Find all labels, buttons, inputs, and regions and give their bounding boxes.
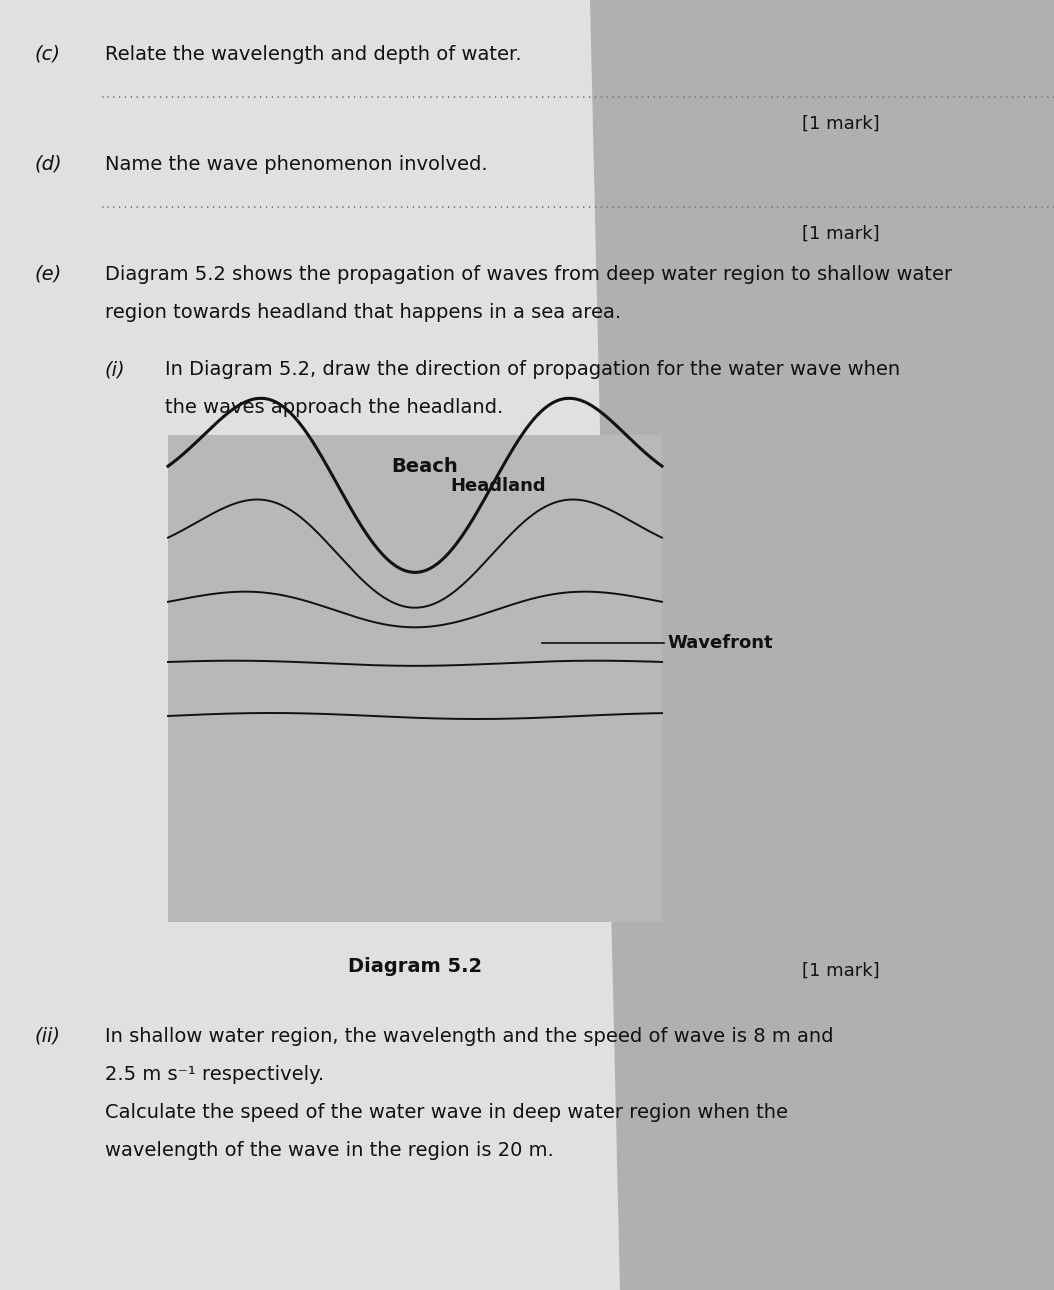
Text: [1 mark]: [1 mark]: [802, 962, 880, 980]
Text: (e): (e): [35, 264, 62, 284]
Text: ................................................................................: ........................................…: [100, 200, 1054, 210]
Text: In shallow water region, the wavelength and the speed of wave is 8 m and: In shallow water region, the wavelength …: [105, 1027, 834, 1046]
Text: Wavefront: Wavefront: [667, 633, 773, 651]
Text: 2.5 m s⁻¹ respectively.: 2.5 m s⁻¹ respectively.: [105, 1066, 325, 1084]
Text: (ii): (ii): [35, 1027, 61, 1046]
Text: ................................................................................: ........................................…: [100, 90, 1054, 101]
Polygon shape: [590, 0, 1054, 1290]
Text: Diagram 5.2: Diagram 5.2: [348, 957, 482, 977]
Text: (d): (d): [35, 155, 62, 174]
Text: Calculate the speed of the water wave in deep water region when the: Calculate the speed of the water wave in…: [105, 1103, 788, 1122]
Text: In Diagram 5.2, draw the direction of propagation for the water wave when: In Diagram 5.2, draw the direction of pr…: [165, 360, 900, 379]
Text: (i): (i): [105, 360, 125, 379]
FancyBboxPatch shape: [168, 435, 662, 922]
Text: Diagram 5.2 shows the propagation of waves from deep water region to shallow wat: Diagram 5.2 shows the propagation of wav…: [105, 264, 952, 284]
Text: Name the wave phenomenon involved.: Name the wave phenomenon involved.: [105, 155, 488, 174]
Text: (c): (c): [35, 45, 61, 64]
Text: wavelength of the wave in the region is 20 m.: wavelength of the wave in the region is …: [105, 1140, 553, 1160]
Text: [1 mark]: [1 mark]: [802, 115, 880, 133]
Text: region towards headland that happens in a sea area.: region towards headland that happens in …: [105, 303, 621, 322]
Text: Relate the wavelength and depth of water.: Relate the wavelength and depth of water…: [105, 45, 522, 64]
Text: [1 mark]: [1 mark]: [802, 224, 880, 243]
Text: Beach: Beach: [392, 457, 458, 476]
Text: Headland: Headland: [450, 477, 546, 495]
Text: the waves approach the headland.: the waves approach the headland.: [165, 399, 503, 417]
